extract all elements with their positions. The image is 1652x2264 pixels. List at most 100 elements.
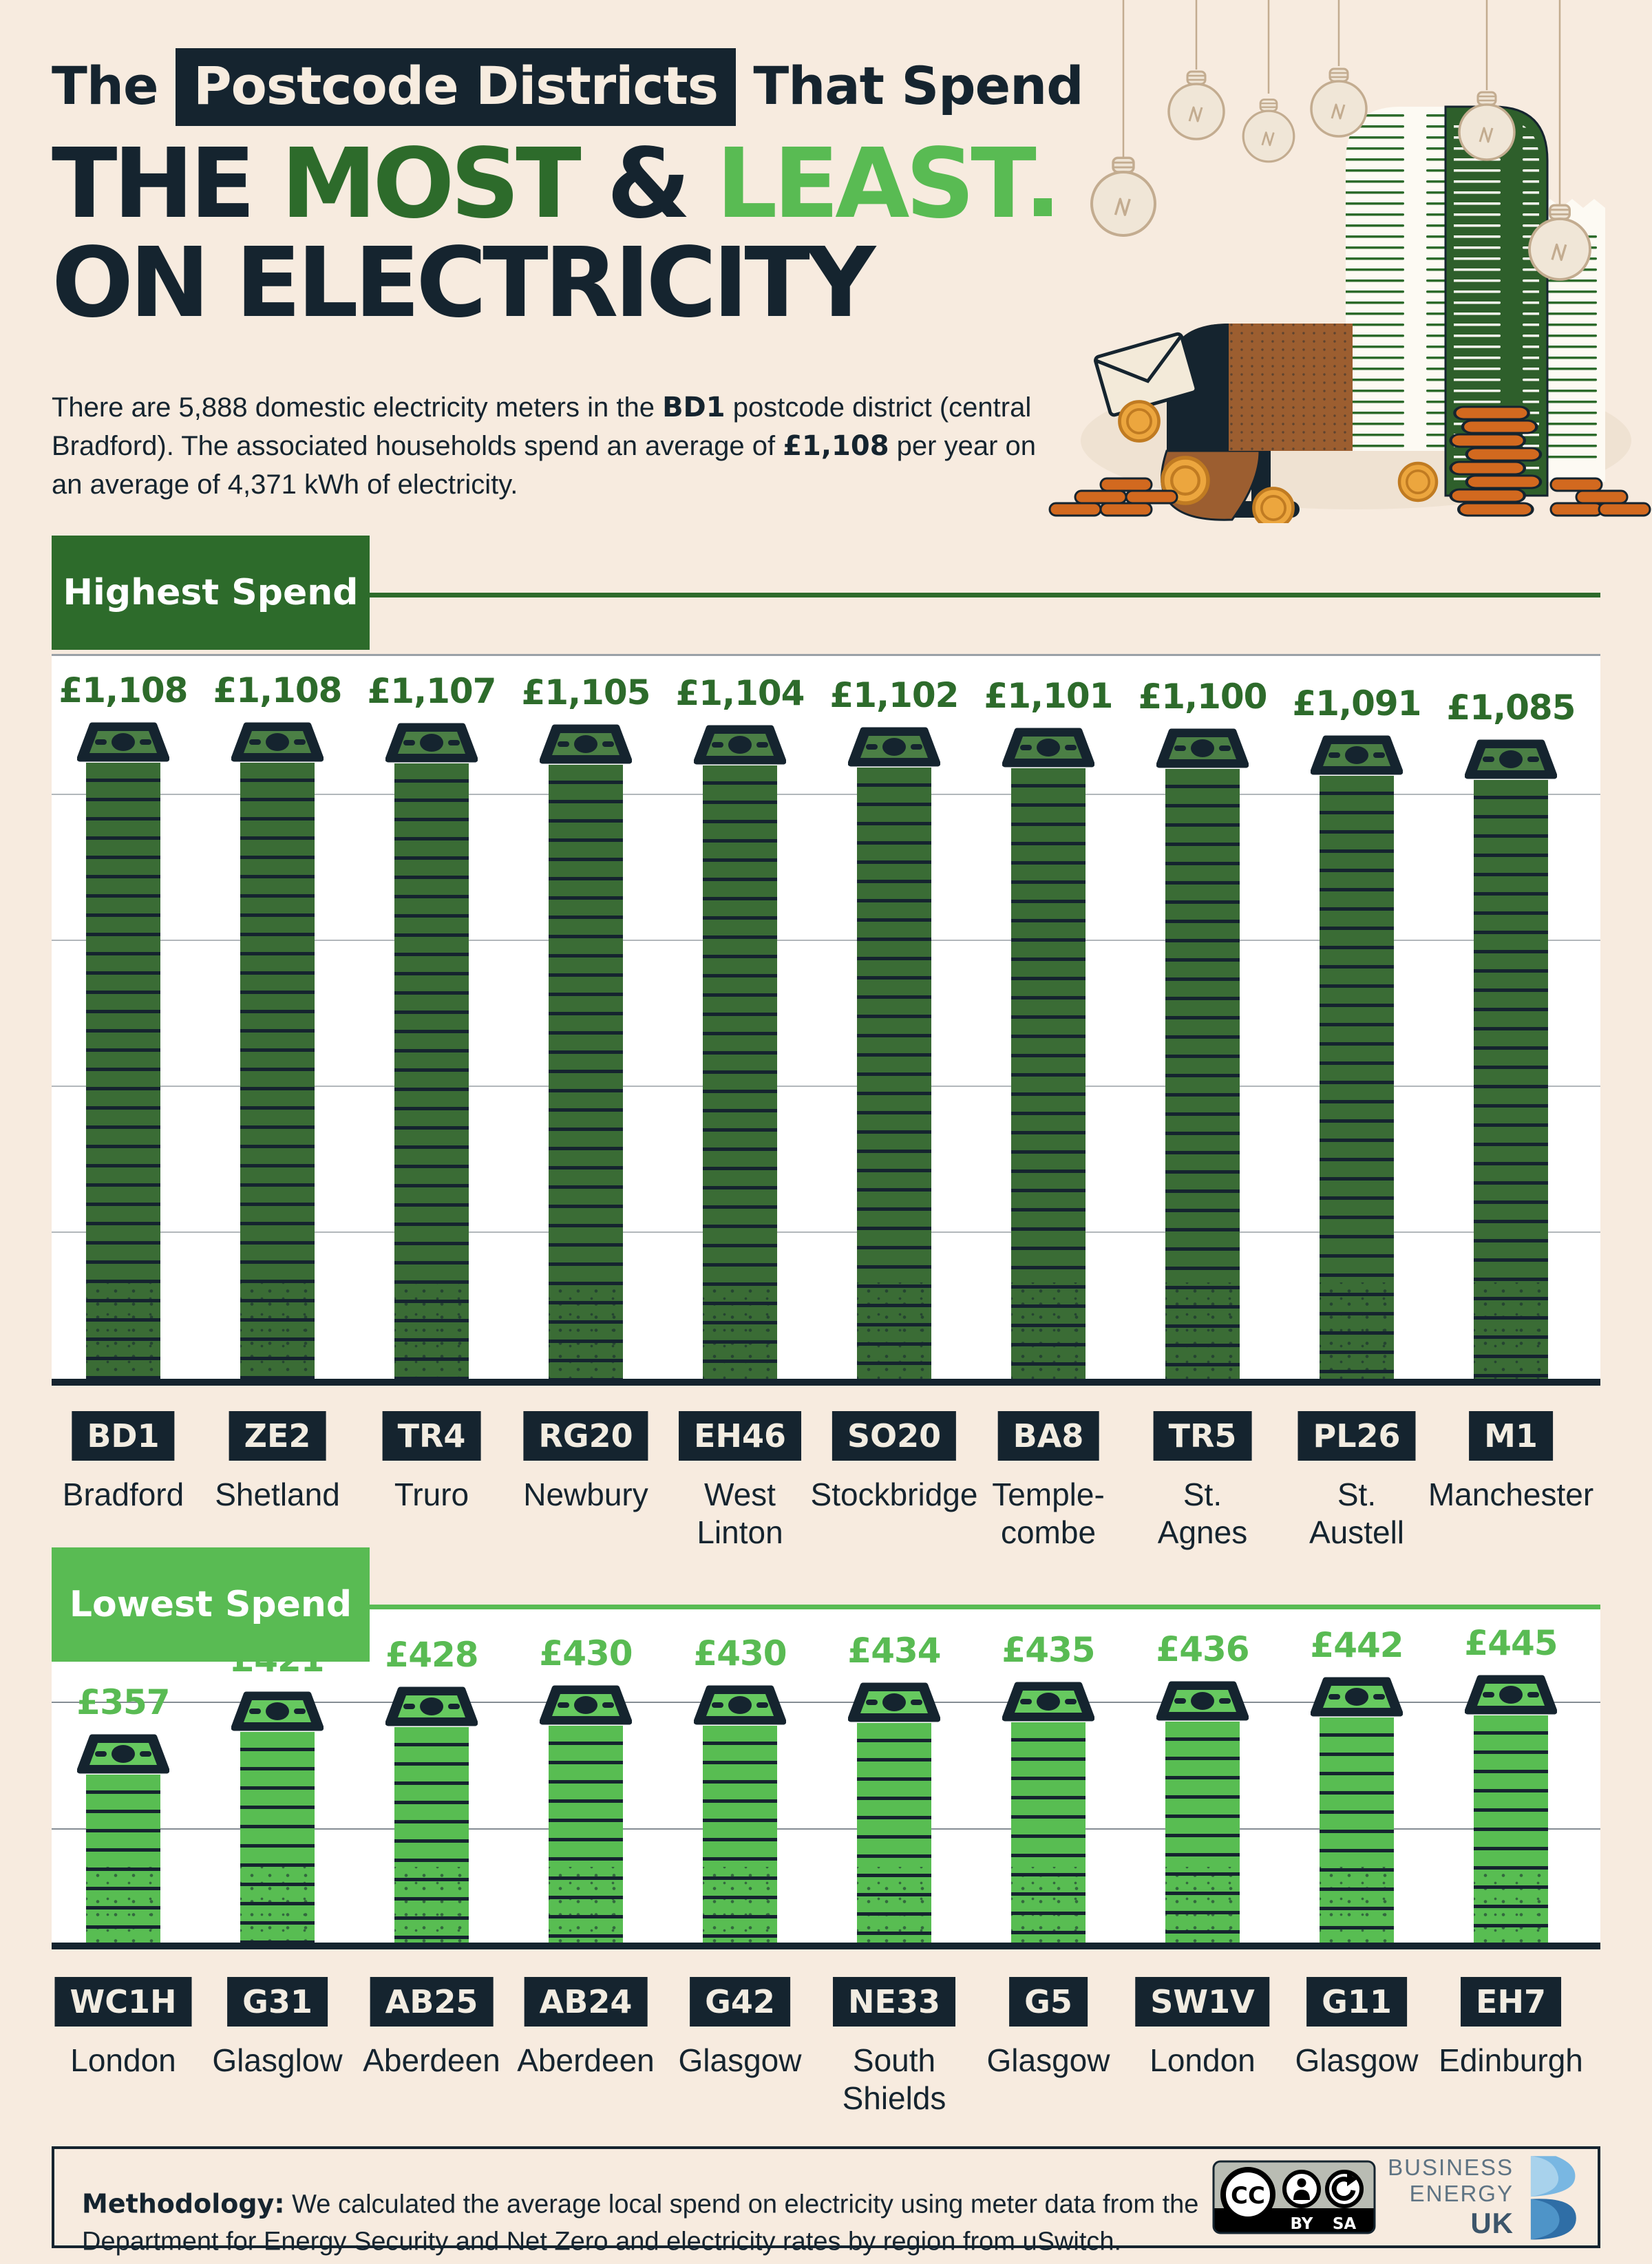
bar-EH46 — [694, 724, 786, 1379]
license-by-label: BY — [1291, 2215, 1313, 2233]
intro-text: There are 5,888 domestic electricity met… — [52, 392, 663, 423]
banknote-icon — [694, 725, 786, 765]
banknote-stack — [1165, 769, 1240, 1379]
place-label: St. Agnes — [1157, 1477, 1248, 1551]
title-least: LEAST — [716, 128, 1037, 240]
intro-bold-postcode: BD1 — [662, 392, 726, 423]
bar-SW1V — [1156, 1680, 1249, 1943]
banknote-stack — [857, 1723, 931, 1943]
bar-value-label: £1,085 — [1446, 688, 1576, 728]
banknote-stack — [1474, 1715, 1548, 1943]
bar-G31 — [231, 1691, 324, 1943]
banknote-icon — [77, 722, 169, 762]
banknote-icon — [540, 724, 632, 764]
banknote-icon — [1002, 728, 1094, 768]
intro-text: per year on an average of 4,371 kWh of e… — [52, 431, 1037, 500]
title-most: MOST — [281, 128, 582, 240]
title-the: THE — [52, 128, 282, 240]
place-label: Edinburgh — [1439, 2042, 1583, 2078]
banknote-stack — [857, 768, 931, 1379]
place-label: St. Austell — [1309, 1477, 1405, 1551]
place-label: Glasglow — [212, 2042, 343, 2078]
place-label: Manchester — [1428, 1477, 1594, 1512]
bar-WC1H — [77, 1733, 169, 1943]
place-label: Glasgow — [678, 2042, 802, 2078]
banknote-stack — [703, 765, 777, 1379]
brand-line-energy: ENERGY — [1409, 2180, 1514, 2206]
bar-value-label: £430 — [693, 1633, 787, 1673]
methodology-box: Methodology: We calculated the average l… — [52, 2146, 1600, 2256]
banknote-stack — [86, 1775, 160, 1943]
bar-TR5 — [1156, 728, 1249, 1379]
section-divider-line — [370, 593, 1600, 597]
gridline — [52, 1828, 1600, 1830]
banknote-stack — [1320, 776, 1394, 1379]
banknote-stack — [394, 763, 469, 1379]
postcode-badge: WC1H — [54, 1977, 192, 2027]
banknote-stack — [1320, 1717, 1394, 1943]
bar-BA8 — [1002, 727, 1094, 1379]
banknote-icon — [385, 723, 478, 763]
bar-AB25 — [385, 1686, 478, 1943]
postcode-badge: ZE2 — [229, 1411, 326, 1461]
cc-by-sa-license-badge: CC BY SA — [1212, 2160, 1376, 2234]
bar-value-label: £1,108 — [59, 670, 189, 710]
bar-BD1 — [77, 721, 169, 1379]
gridline — [52, 1231, 1600, 1233]
highest-spend-chart: £1,108 £1,108 £1,107 £1,105 £1,104 £1,10… — [52, 654, 1600, 1386]
bar-value-label: £442 — [1310, 1625, 1404, 1665]
title-post: That Spend — [735, 55, 1083, 116]
postcode-badge: AB24 — [524, 1977, 648, 2027]
intro-text: postcode district (central Bradford). Th… — [52, 392, 1032, 461]
brand-b-glyph-icon — [1530, 2156, 1576, 2240]
place-label: Truro — [394, 1477, 469, 1512]
banknote-stack — [549, 765, 623, 1379]
methodology-body: We calculated the average local spend on… — [82, 2190, 1199, 2256]
section-badge-highest-spend: Highest Spend — [52, 536, 370, 650]
x-axis-line — [52, 1379, 1600, 1386]
place-label: Shetland — [215, 1477, 340, 1512]
banknote-icon — [1002, 1682, 1094, 1722]
banknote-icon — [77, 1734, 169, 1774]
banknote-stack — [549, 1726, 623, 1943]
title-pre: The — [52, 55, 176, 116]
gridline — [52, 1086, 1600, 1087]
lowest-spend-chart: £357 £421 £428 £430 £430 £434 £435 £436 … — [52, 1609, 1600, 1949]
bar-PL26 — [1311, 734, 1403, 1379]
license-sa-label: SA — [1333, 2215, 1357, 2233]
banknote-icon — [848, 1682, 940, 1722]
intro-bold-amount: £1,108 — [783, 430, 889, 462]
place-label: Bradford — [62, 1477, 184, 1512]
page-title-line3: ON ELECTRICITY — [52, 227, 876, 339]
banknote-icon — [1465, 739, 1557, 779]
postcode-badge: AB25 — [370, 1977, 494, 2027]
banknote-icon — [1465, 1675, 1557, 1715]
bar-value-label: £430 — [539, 1633, 633, 1673]
page-title-line1: The Postcode Districts That Spend — [52, 48, 1084, 126]
postcode-badge: G11 — [1306, 1977, 1407, 2027]
bar-G11 — [1311, 1676, 1403, 1943]
banknote-icon — [1311, 1677, 1403, 1717]
banknote-stack — [86, 763, 160, 1379]
postcode-badge: G42 — [690, 1977, 790, 2027]
place-label: South Shields — [842, 2042, 946, 2117]
methodology-label: Methodology: — [82, 2188, 285, 2219]
bar-value-label: £1,105 — [521, 673, 651, 712]
page-title-line2: THE MOST & LEAST — [52, 136, 1037, 233]
envelope-icon — [1094, 332, 1198, 417]
banknote-stack — [240, 1732, 315, 1943]
brand-line-business: BUSINESS — [1388, 2154, 1514, 2180]
bar-EH7 — [1465, 1674, 1557, 1943]
title-amp: & — [577, 128, 717, 240]
place-label: Stockbridge — [810, 1477, 978, 1512]
postcode-badge: BA8 — [997, 1411, 1099, 1461]
place-label: London — [70, 2042, 176, 2078]
banknote-icon — [848, 727, 940, 767]
header-illustration — [1034, 0, 1651, 523]
cc-icon: CC — [1220, 2167, 1275, 2222]
bar-value-label: £445 — [1464, 1623, 1558, 1663]
postcode-badge: G31 — [227, 1977, 328, 2027]
bar-AB24 — [540, 1684, 632, 1943]
section-divider-line — [370, 1605, 1600, 1609]
